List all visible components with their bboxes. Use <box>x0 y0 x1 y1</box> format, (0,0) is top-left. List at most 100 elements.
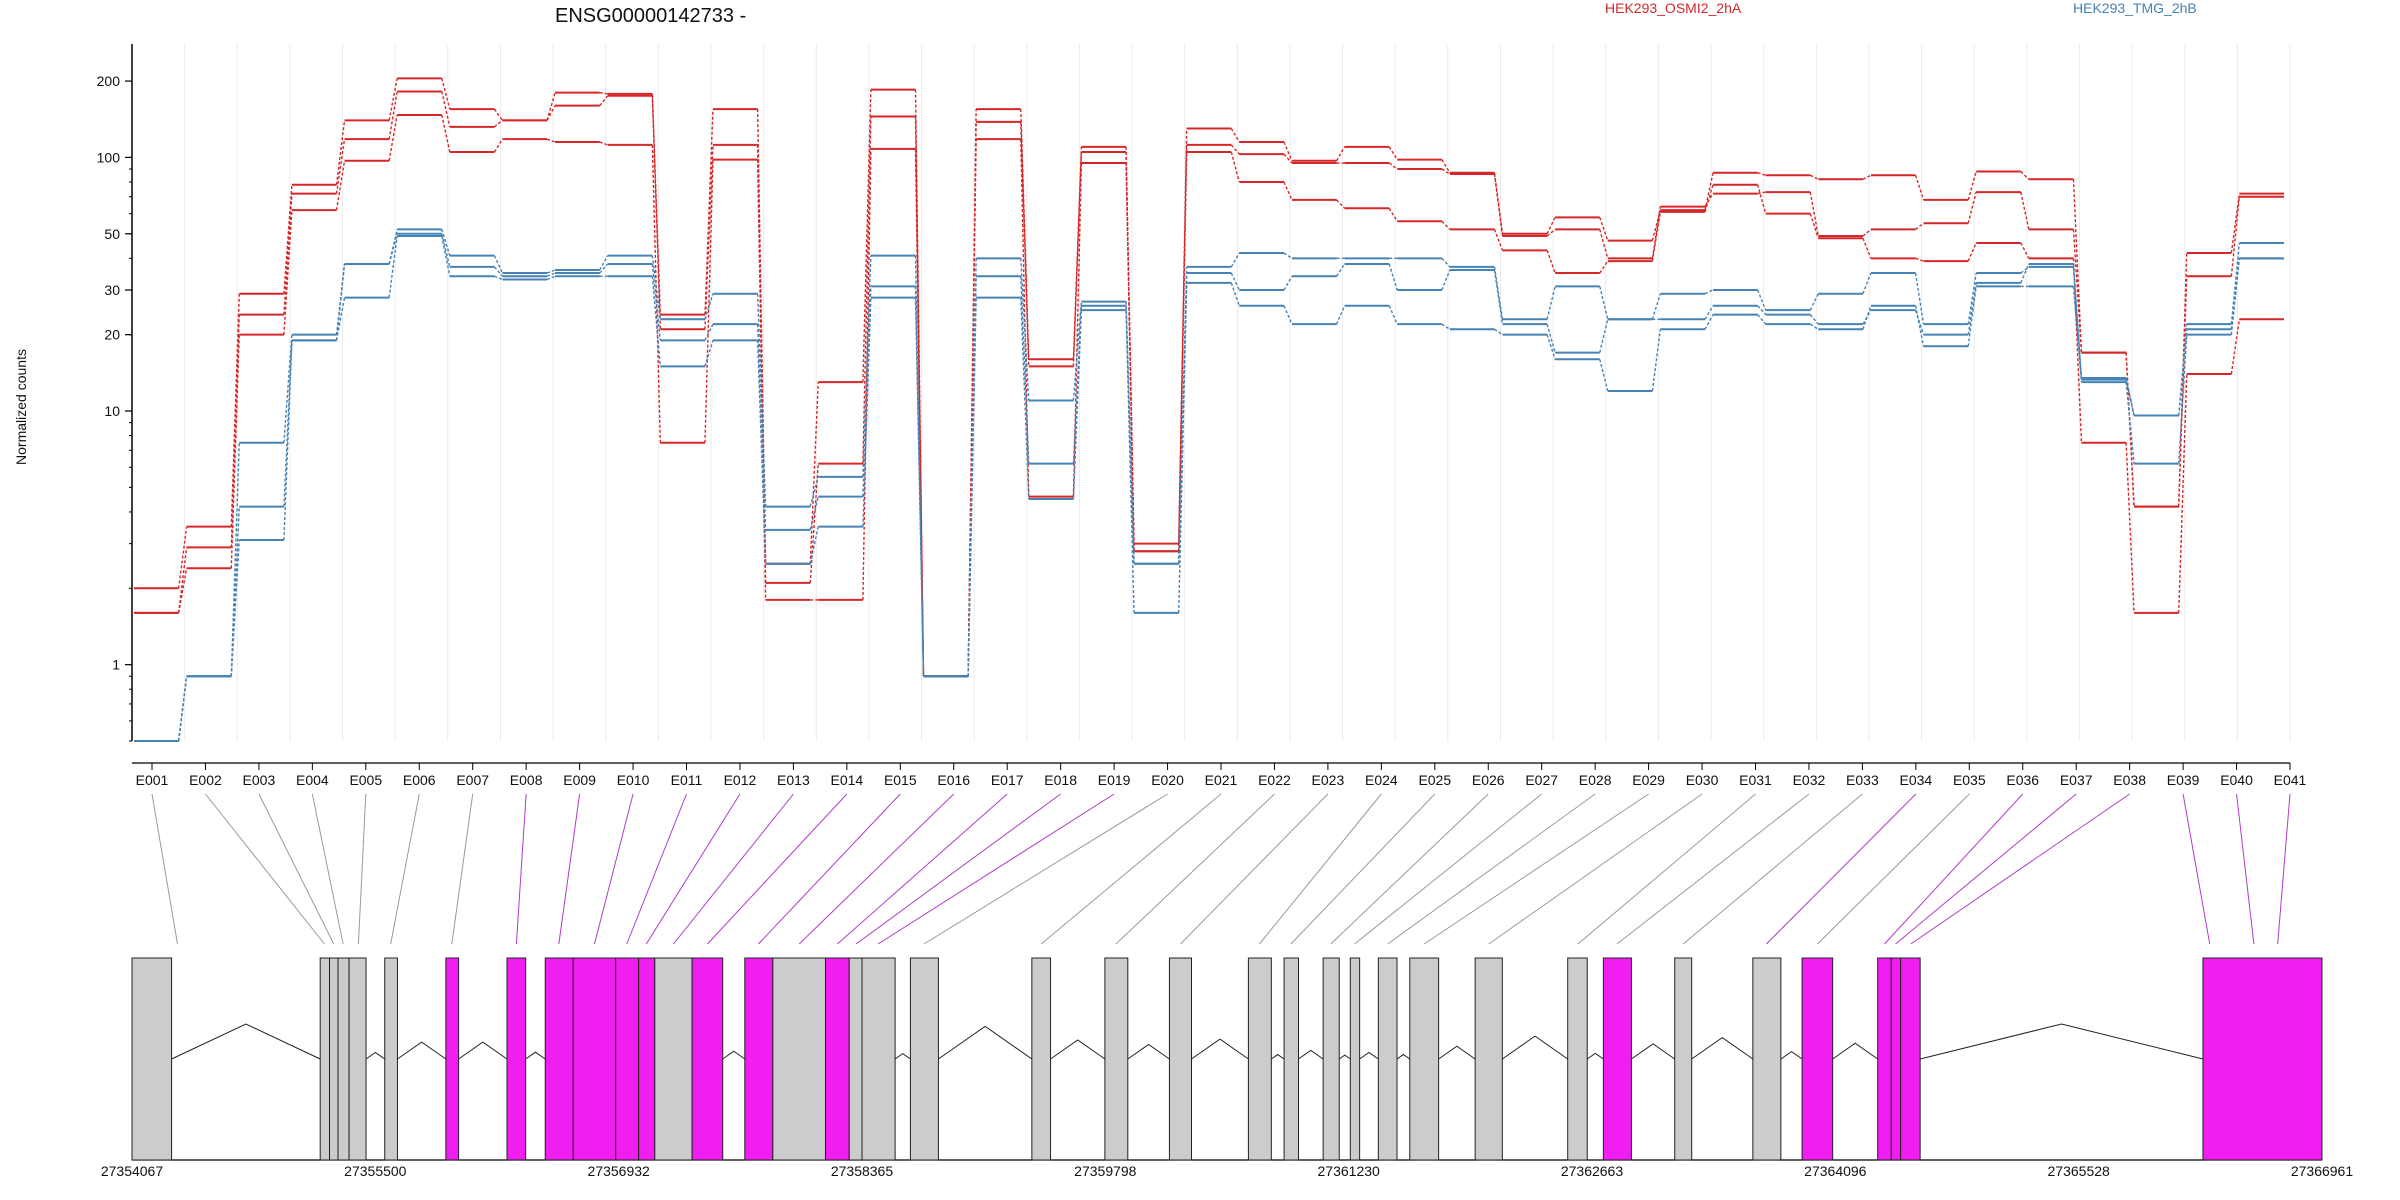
data-connector <box>2020 242 2030 259</box>
data-connector <box>1599 260 1609 274</box>
data-connector <box>1651 209 1662 241</box>
genomic-coordinate-label: 27355500 <box>344 1163 407 1179</box>
y-tick-label: 10 <box>104 403 120 419</box>
x-tick-label: E013 <box>777 772 810 788</box>
x-tick-label: E011 <box>671 772 703 788</box>
exon-box <box>1283 957 1300 1161</box>
exon-mapping-line <box>357 793 367 945</box>
series-tmg-4 <box>134 232 2284 742</box>
data-connector <box>1283 141 1293 162</box>
exon-mapping-line <box>673 793 794 945</box>
x-tick-label: E003 <box>243 772 276 788</box>
x-tick-label: E016 <box>937 772 970 788</box>
data-connector <box>441 78 451 110</box>
data-connector <box>1020 121 1030 367</box>
exon-box <box>131 957 173 1161</box>
x-tick-label: E039 <box>2167 772 2200 788</box>
data-connector <box>1967 191 1977 224</box>
y-tick-label: 200 <box>97 73 121 89</box>
exon-box-highlighted <box>1900 957 1921 1161</box>
intron-line <box>1691 1036 1754 1060</box>
exon-mapping-line <box>707 793 848 945</box>
data-connector <box>756 159 767 600</box>
data-connector <box>1125 310 1135 613</box>
y-tick-label: 100 <box>97 149 121 165</box>
x-tick-label: E029 <box>1632 772 1665 788</box>
data-connector <box>177 526 188 589</box>
data-connector <box>704 340 714 367</box>
data-connector <box>2125 382 2135 464</box>
data-connector <box>1546 286 1556 320</box>
exon-mapping-line <box>2236 793 2255 945</box>
y-axis-label: Normalized counts <box>13 349 29 465</box>
data-connector <box>1494 328 1503 336</box>
data-connector <box>756 340 767 564</box>
data-connector <box>441 235 451 277</box>
data-connector <box>1757 172 1766 176</box>
data-connector <box>1020 297 1030 500</box>
data-connector <box>1441 168 1451 175</box>
x-tick-label: E041 <box>2274 772 2307 788</box>
data-connector <box>862 255 872 477</box>
data-connector <box>651 276 662 367</box>
data-connector <box>230 334 240 569</box>
exon-mapping-line <box>515 793 527 945</box>
data-connector <box>441 229 451 256</box>
data-connector <box>1599 319 1609 353</box>
intron-line <box>1438 1045 1476 1060</box>
data-connector <box>388 233 398 265</box>
data-connector <box>283 334 293 443</box>
data-connector <box>1441 220 1451 230</box>
exon-box <box>1104 957 1129 1161</box>
exon-mapping-line <box>855 793 1061 945</box>
x-tick-label: E007 <box>456 772 489 788</box>
exon-mapping-line <box>2182 793 2211 945</box>
exon-box-highlighted <box>1602 957 1632 1161</box>
exon-box-highlighted <box>638 957 656 1161</box>
data-connector <box>1967 286 1977 347</box>
intron-line <box>1127 1043 1170 1060</box>
exon-mapping-line <box>1330 793 1489 945</box>
exon-mapping-lines <box>151 793 2291 945</box>
data-connector <box>1020 276 1030 464</box>
data-connector <box>1599 359 1609 392</box>
data-connector <box>1230 272 1240 291</box>
data-connector <box>1756 184 1767 214</box>
data-connector <box>1809 213 1819 239</box>
data-connector <box>1230 252 1240 268</box>
data-connector <box>494 275 503 281</box>
intron-line <box>1359 1051 1379 1060</box>
plot-area: 1 10 20 30 50 100 200 E001 E002 E003 E004 E005 E006 E… <box>97 44 2307 788</box>
exon-mapping-line <box>311 793 344 945</box>
data-connector <box>651 255 662 320</box>
y-tick-label: 20 <box>104 327 120 343</box>
data-connector <box>335 297 346 341</box>
x-tick-label: E012 <box>724 772 757 788</box>
exon-box <box>319 957 331 1161</box>
x-tick-label: E006 <box>403 772 436 788</box>
exon-mapping-line <box>1290 793 1436 945</box>
data-connector <box>1599 229 1609 259</box>
data-connector <box>599 255 609 271</box>
data-connector <box>1493 269 1504 325</box>
data-connector <box>1441 159 1451 174</box>
exon-mapping-line <box>1616 793 1810 945</box>
intron-line <box>171 1023 321 1060</box>
data-connector <box>1230 282 1240 307</box>
data-connector <box>1072 152 1083 367</box>
data-connector <box>1177 282 1188 613</box>
data-connector <box>177 676 188 742</box>
x-tick-label: E005 <box>349 772 382 788</box>
x-tick-label: E008 <box>510 772 543 788</box>
data-connector <box>1283 181 1293 201</box>
exon-mapping-line <box>758 793 901 945</box>
x-tick-label: E035 <box>1953 772 1986 788</box>
data-connector <box>1809 323 1819 330</box>
data-connector <box>1335 305 1346 325</box>
x-tick-label: E002 <box>189 772 222 788</box>
data-connector <box>1020 258 1030 401</box>
exon-box-highlighted <box>691 957 724 1161</box>
data-connector <box>441 114 451 153</box>
intron-line <box>938 1025 1033 1060</box>
y-tick-label: 1 <box>112 657 120 673</box>
